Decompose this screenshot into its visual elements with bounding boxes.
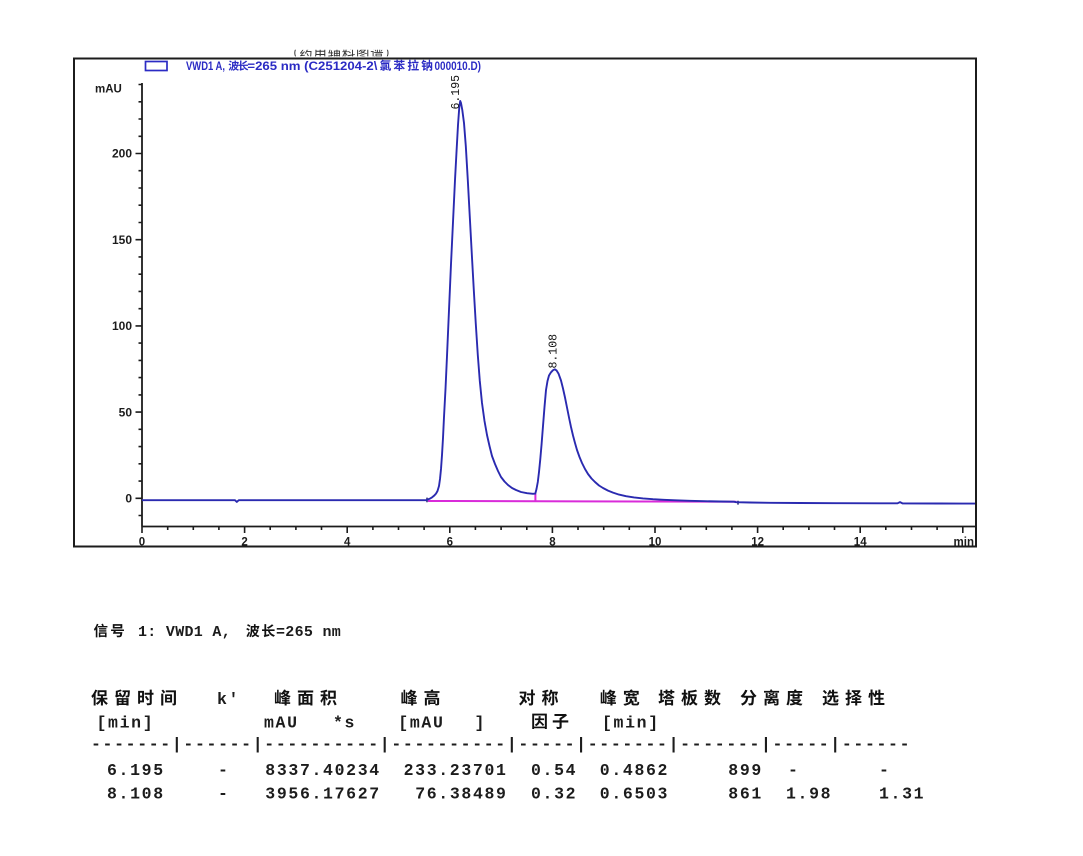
svg-text:k': k' <box>217 690 240 709</box>
svg-text:8.108: 8.108 <box>547 334 560 369</box>
svg-text:1.31: 1.31 <box>879 785 925 804</box>
svg-text:150: 150 <box>112 233 132 247</box>
svg-text:2: 2 <box>241 537 247 549</box>
svg-text:[min]: [min] <box>602 714 660 733</box>
svg-text:200: 200 <box>112 147 132 161</box>
svg-text:8.108: 8.108 <box>107 785 165 804</box>
svg-text:0: 0 <box>125 492 132 506</box>
svg-text:mAU: mAU <box>95 84 122 96</box>
svg-text:6.195: 6.195 <box>450 75 463 110</box>
svg-text:50: 50 <box>119 405 133 419</box>
svg-text:0.4862: 0.4862 <box>600 761 669 780</box>
svg-text:-------|------|----------|----: -------|------|----------|----------|---… <box>91 735 911 754</box>
svg-text:10: 10 <box>649 537 662 549</box>
svg-text:VWD1 A,: VWD1 A, <box>186 61 225 73</box>
svg-text:-: - <box>788 761 800 780</box>
svg-text:-: - <box>218 785 230 804</box>
svg-text:1.98: 1.98 <box>786 785 832 804</box>
svg-text:0.54: 0.54 <box>531 761 577 780</box>
svg-text:233.23701: 233.23701 <box>404 761 508 780</box>
svg-text:mAU: mAU <box>264 714 299 733</box>
svg-text:0.6503: 0.6503 <box>600 785 669 804</box>
svg-text:6.195: 6.195 <box>107 761 165 780</box>
svg-text:0.32: 0.32 <box>531 785 577 804</box>
svg-text:14: 14 <box>854 537 867 549</box>
svg-text:861: 861 <box>728 785 763 804</box>
svg-text:min: min <box>954 537 974 549</box>
svg-text:=265 nm (C251204-2\: =265 nm (C251204-2\ <box>247 61 378 73</box>
svg-text:0: 0 <box>139 537 145 549</box>
svg-text:[mAU: [mAU <box>398 714 444 733</box>
svg-text:8337.40234: 8337.40234 <box>265 761 381 780</box>
svg-text:000010.D): 000010.D) <box>435 61 482 73</box>
svg-text:100: 100 <box>112 319 132 333</box>
svg-text:76.38489: 76.38489 <box>415 785 507 804</box>
svg-text:4: 4 <box>344 537 351 549</box>
svg-text:6: 6 <box>447 537 453 549</box>
svg-text:-: - <box>218 761 230 780</box>
svg-text:899: 899 <box>728 761 763 780</box>
svg-text:1: VWD1 A,: 1: VWD1 A, <box>138 624 231 641</box>
svg-text:-: - <box>879 761 891 780</box>
svg-text:12: 12 <box>751 537 764 549</box>
svg-text:*s: *s <box>333 714 356 733</box>
svg-text:]: ] <box>475 714 487 733</box>
svg-text:[min]: [min] <box>97 714 155 733</box>
svg-text:8: 8 <box>549 537 556 549</box>
svg-text:=265 nm: =265 nm <box>276 624 341 641</box>
svg-text:3956.17627: 3956.17627 <box>265 785 381 804</box>
